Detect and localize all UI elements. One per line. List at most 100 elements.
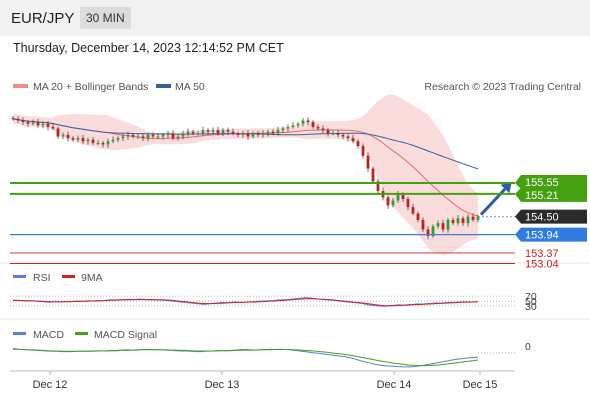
candle-body bbox=[346, 136, 350, 139]
candle-body bbox=[401, 194, 405, 199]
level-label: 155.55 bbox=[525, 177, 559, 189]
macd-signal-line bbox=[13, 348, 479, 367]
candle-body bbox=[186, 131, 190, 134]
candle-body bbox=[76, 138, 80, 140]
candle-body bbox=[361, 146, 365, 156]
candle-body bbox=[436, 223, 440, 227]
candle-body bbox=[156, 136, 160, 138]
x-axis-labels: Dec 12 Dec 13 Dec 14 Dec 15 bbox=[33, 371, 498, 391]
rsi-level-label: 70 bbox=[525, 291, 537, 303]
candle-body bbox=[131, 134, 135, 137]
candle-body bbox=[241, 133, 245, 135]
projection-arrow-shaft bbox=[479, 187, 507, 216]
main-plot bbox=[11, 94, 512, 256]
candle-body bbox=[106, 141, 110, 145]
candle-body bbox=[206, 130, 210, 132]
candle-body bbox=[71, 138, 75, 140]
candle-body bbox=[356, 141, 360, 147]
candle-body bbox=[111, 139, 115, 142]
candle-body bbox=[446, 219, 450, 230]
candle-body bbox=[396, 194, 400, 201]
chart-credit: Research © 2023 Trading Central bbox=[424, 81, 581, 93]
candle-body bbox=[336, 133, 340, 135]
candle-body bbox=[226, 130, 230, 132]
legend-label-rsi: RSI bbox=[33, 272, 51, 284]
x-tick-label: Dec 13 bbox=[205, 379, 240, 391]
candle-body bbox=[421, 219, 425, 230]
candle-body bbox=[351, 138, 355, 142]
level-label: 153.94 bbox=[525, 230, 559, 242]
chart-header: EUR/JPY 30 MIN bbox=[0, 0, 590, 36]
level-label: 155.21 bbox=[525, 190, 559, 202]
candle-body bbox=[256, 133, 260, 135]
x-tick-label: Dec 14 bbox=[377, 379, 412, 391]
candle-body bbox=[461, 218, 465, 224]
candle-body bbox=[61, 134, 65, 137]
candle-body bbox=[141, 136, 145, 139]
candle-body bbox=[161, 134, 165, 137]
candle-body bbox=[126, 134, 130, 137]
legend-swatch-macd bbox=[13, 332, 26, 335]
x-tick-label: Dec 15 bbox=[463, 379, 498, 391]
candle-body bbox=[306, 120, 310, 123]
candle-body bbox=[36, 122, 40, 126]
macd-plot: 0 bbox=[12, 341, 531, 368]
ma50-line bbox=[12, 118, 479, 170]
level-tag bbox=[515, 227, 587, 242]
candle-body bbox=[171, 133, 175, 139]
candle-body bbox=[151, 134, 155, 137]
candle-body bbox=[321, 128, 325, 131]
candle-body bbox=[246, 133, 250, 137]
candle-body bbox=[166, 133, 170, 135]
candle-body bbox=[51, 126, 55, 129]
candle-body bbox=[331, 133, 335, 135]
candle-body bbox=[261, 133, 265, 135]
legend-swatch-macd-signal bbox=[75, 332, 88, 335]
candle-body bbox=[236, 133, 240, 135]
rsi-level-label: 30 bbox=[525, 301, 537, 313]
candle-body bbox=[431, 226, 435, 236]
candle-body bbox=[411, 207, 415, 214]
level-label: 154.50 bbox=[525, 212, 559, 224]
candle-body bbox=[46, 123, 50, 127]
candle-body bbox=[441, 223, 445, 230]
candle-body bbox=[286, 126, 290, 129]
candle-body bbox=[21, 120, 25, 123]
candle-body bbox=[41, 123, 45, 126]
candle-body bbox=[191, 131, 195, 134]
legend-label-rsi-ma: 9MA bbox=[81, 272, 103, 284]
legend-label-macd: MACD bbox=[33, 329, 64, 341]
level-tag bbox=[515, 209, 587, 224]
timeframe-badge[interactable]: 30 MIN bbox=[80, 7, 131, 29]
candle-body bbox=[66, 134, 70, 139]
legend-swatch-rsi bbox=[13, 275, 26, 278]
candle-body bbox=[121, 136, 125, 139]
candle-body bbox=[366, 155, 370, 169]
candle-body bbox=[81, 138, 85, 142]
candle-body bbox=[276, 130, 280, 134]
candle-body bbox=[391, 200, 395, 206]
candle-body bbox=[456, 218, 460, 224]
candle-body bbox=[201, 130, 205, 134]
rsi-level-label: 50 bbox=[525, 296, 537, 308]
candle-body bbox=[451, 219, 455, 224]
candle-body bbox=[101, 142, 105, 145]
macd-zero-label: 0 bbox=[525, 341, 531, 353]
candle-body bbox=[11, 117, 15, 119]
candle-body bbox=[16, 118, 20, 121]
candle-body bbox=[271, 131, 275, 134]
bollinger-band bbox=[13, 94, 478, 256]
candle-body bbox=[96, 142, 100, 144]
projection-arrow-head bbox=[500, 181, 512, 194]
candle-body bbox=[56, 128, 60, 137]
candle-body bbox=[301, 120, 305, 124]
candle-body bbox=[426, 229, 430, 236]
legend-label-ma50: MA 50 bbox=[175, 81, 205, 93]
candle-body bbox=[146, 134, 150, 139]
candle-body bbox=[466, 216, 470, 224]
level-label: 153.37 bbox=[525, 248, 559, 260]
candle-body bbox=[291, 125, 295, 127]
candle-body bbox=[116, 138, 120, 140]
level-tag bbox=[515, 175, 587, 189]
